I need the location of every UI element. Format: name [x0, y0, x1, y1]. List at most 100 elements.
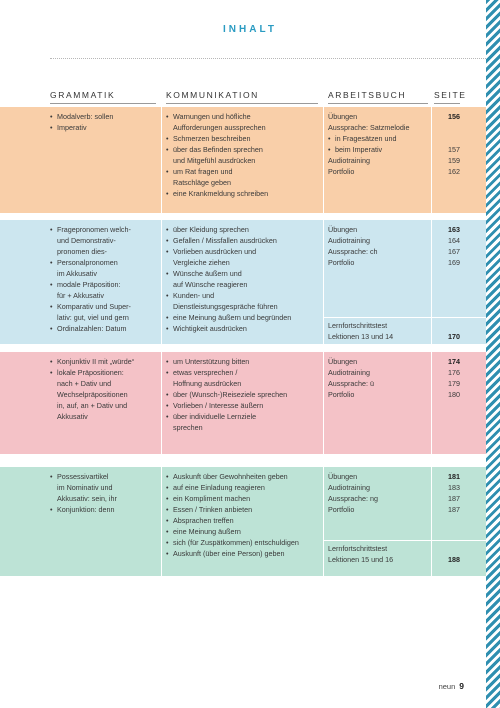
communication-item: Aufforderungen aussprechen	[173, 123, 266, 132]
column-separator	[431, 220, 432, 344]
communication-item: Schmerzen beschreiben	[166, 133, 318, 144]
progress-test-label: Lektionen 15 und 16	[328, 555, 394, 564]
header-rule	[166, 103, 318, 104]
grammar-item: Ordinalzahlen: Datum	[50, 323, 156, 334]
column-separator	[431, 107, 432, 213]
grammar-item: Possessivartikel	[50, 471, 156, 482]
test-separator	[324, 317, 486, 318]
test-separator	[324, 540, 486, 541]
grammar-item: Konjunktion: denn	[50, 504, 156, 515]
column-separator	[431, 467, 432, 576]
workbook-item: Audiotraining	[328, 236, 370, 245]
communication-item: um Rat fragen und	[166, 166, 318, 177]
communication-item: auf eine Einladung reagieren	[166, 482, 318, 493]
communication-item: Kunden- und	[166, 290, 318, 301]
grammar-item: modale Präposition:	[50, 279, 156, 290]
page-ref: 167	[448, 247, 460, 256]
workbook-item: Aussprache: ch	[328, 247, 378, 256]
column-separator	[323, 107, 324, 213]
grammar-item: Akkusativ	[57, 412, 88, 421]
communication-item: Wünsche äußern und	[166, 268, 318, 279]
column-grammatik: Konjunktiv II mit „würde“lokale Präposit…	[50, 356, 156, 422]
workbook-item: in Fragesätzen und	[328, 133, 428, 144]
grammar-item: Personalpronomen	[50, 257, 156, 268]
workbook-item: Aussprache: Satzmelodie	[328, 123, 410, 132]
header-kommunikation: KOMMUNIKATION	[166, 90, 259, 100]
column-kommunikation: um Unterstützung bittenetwas versprechen…	[166, 356, 318, 433]
grammar-item: lativ: gut, viel und gern	[57, 313, 129, 322]
grammar-item: Wechselpräpositionen	[57, 390, 128, 399]
page-ref: 187	[448, 505, 460, 514]
workbook-item: Audiotraining	[328, 368, 370, 377]
page-ref: 169	[448, 258, 460, 267]
communication-item: Dienstleistungsgespräche führen	[173, 302, 278, 311]
header-grammatik: GRAMMATIK	[50, 90, 116, 100]
header-seite: SEITE	[434, 90, 467, 100]
progress-test: Lernfortschrittstest Lektionen 15 und 16	[328, 543, 393, 565]
column-seite: 174 176 179 180	[434, 356, 460, 400]
grammar-item: Komparativ und Super-	[50, 301, 156, 312]
header-rule	[50, 103, 156, 104]
column-separator	[323, 352, 324, 454]
progress-test-label: Lernfortschrittstest	[328, 321, 388, 330]
communication-item: Auskunft (über eine Person) geben	[166, 548, 318, 559]
communication-item: über individuelle Lernziele	[166, 411, 318, 422]
column-separator	[161, 220, 162, 344]
column-separator	[431, 352, 432, 454]
workbook-item: Portfolio	[328, 505, 355, 514]
workbook-item: Portfolio	[328, 258, 355, 267]
communication-item: Essen / Trinken anbieten	[166, 504, 318, 515]
progress-test-label: Lektionen 13 und 14	[328, 332, 394, 341]
progress-test-label: Lernfortschrittstest	[328, 544, 388, 553]
workbook-item: Übungen	[328, 357, 358, 366]
page-ref: 164	[448, 236, 460, 245]
progress-test-page: 188	[448, 555, 460, 564]
page-ref	[434, 133, 460, 144]
grammar-item: Konjunktiv II mit „würde“	[50, 356, 156, 367]
page-number: 9	[459, 681, 464, 691]
footer-label: neun	[438, 682, 456, 691]
column-kommunikation: über Kleidung sprechenGefallen / Missfal…	[166, 224, 318, 334]
workbook-item: Übungen	[328, 112, 358, 121]
grammar-item: nach + Dativ und	[57, 379, 112, 388]
communication-item: Warnungen und höfliche	[166, 111, 318, 122]
column-arbeitsbuch: Übungen Aussprache: Satzmelodiein Fragesä…	[328, 111, 428, 177]
page-ref: 176	[448, 368, 460, 377]
communication-item: sprechen	[173, 423, 203, 432]
grammar-item: Modalverb: sollen	[50, 111, 156, 122]
communication-item: eine Meinung äußern und begründen	[166, 312, 318, 323]
communication-item: ein Kompliment machen	[166, 493, 318, 504]
page-title: INHALT	[223, 24, 277, 35]
communication-item: etwas versprechen /	[166, 367, 318, 378]
grammar-item: für + Akkusativ	[57, 291, 104, 300]
page-ref: 187	[448, 494, 460, 503]
column-arbeitsbuch: Übungen Audiotraining Aussprache: ü Portfol…	[328, 356, 428, 400]
communication-item: und Mitgefühl ausdrücken	[173, 156, 256, 165]
communication-item: über Kleidung sprechen	[166, 224, 318, 235]
grammar-item: lokale Präpositionen:	[50, 367, 156, 378]
page-ref	[434, 122, 460, 133]
workbook-item: Übungen	[328, 225, 358, 234]
communication-item: Auskunft über Gewohnheiten geben	[166, 471, 318, 482]
column-separator	[161, 352, 162, 454]
header-rule	[434, 103, 460, 104]
header-arbeitsbuch: ARBEITSBUCH	[328, 90, 407, 100]
page-ref: 157	[448, 145, 460, 154]
page-footer: neun 9	[439, 681, 464, 691]
communication-item: Gefallen / Missfallen ausdrücken	[166, 235, 318, 246]
communication-item: um Unterstützung bitten	[166, 356, 318, 367]
workbook-item: Audiotraining	[328, 483, 370, 492]
communication-item: Vorlieben ausdrücken und	[166, 246, 318, 257]
column-arbeitsbuch: Übungen Audiotraining Aussprache: ng Portfo…	[328, 471, 428, 515]
workbook-item: Portfolio	[328, 167, 355, 176]
grammar-item: in, auf, an + Dativ und	[57, 401, 128, 410]
page-ref: 179	[448, 379, 460, 388]
communication-item: Vergleiche ziehen	[173, 258, 230, 267]
column-separator	[323, 220, 324, 344]
page-ref: 162	[448, 167, 460, 176]
grammar-item: Imperativ	[50, 122, 156, 133]
column-separator	[323, 467, 324, 576]
workbook-item: beim Imperativ	[328, 144, 428, 155]
communication-item: eine Krankmeldung schreiben	[166, 188, 318, 199]
